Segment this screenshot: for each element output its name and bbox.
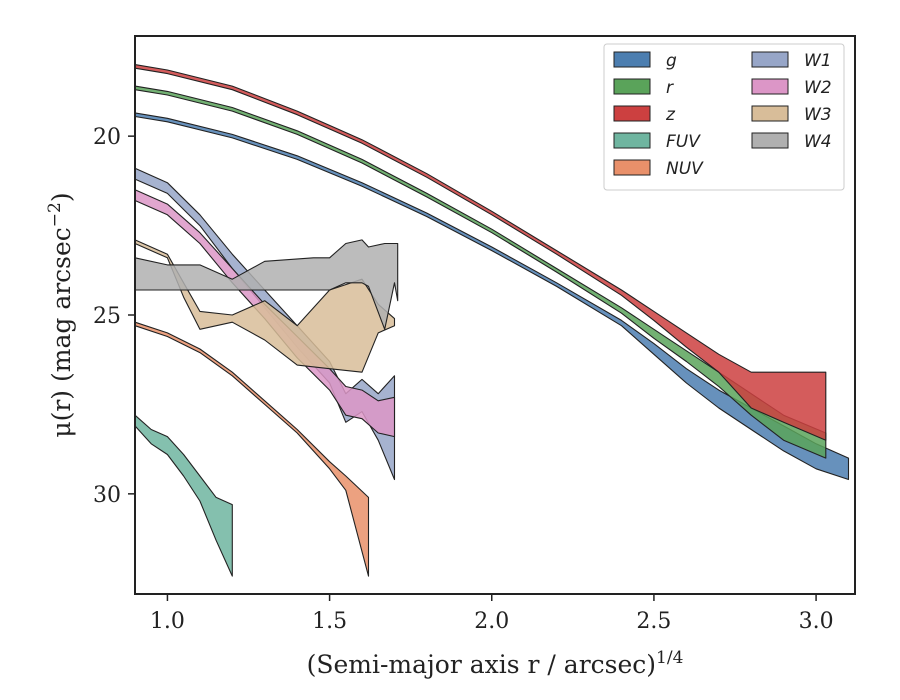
series-band-fuv <box>134 414 233 577</box>
legend-label-nuv: NUV <box>666 159 704 179</box>
series-band-nuv <box>134 321 370 577</box>
series-band-w3 <box>134 239 396 373</box>
x-tick-label: 1.5 <box>312 609 347 634</box>
legend-swatch-g <box>613 51 651 68</box>
x-tick-label: 2.0 <box>474 609 509 634</box>
y-tick-label: 25 <box>93 304 121 329</box>
y-tick-label: 30 <box>93 483 121 508</box>
series-band-w4 <box>134 239 399 330</box>
legend: grz FUV NUV W1 W2 W3 W4 <box>603 43 845 191</box>
legend-swatch-w2 <box>751 78 789 95</box>
y-tick-label: 20 <box>93 125 121 150</box>
legend-swatch-r <box>613 78 651 95</box>
x-tick-label: 2.5 <box>636 609 671 634</box>
legend-swatch-w1 <box>751 51 789 68</box>
x-tick-label: 3.0 <box>799 609 834 634</box>
legend-label-fuv: FUV <box>666 132 701 152</box>
legend-swatch-w4 <box>751 132 789 149</box>
x-tick-label: 1.0 <box>150 609 185 634</box>
ticks-layer: 1.0 1.5 2.0 2.5 3.0 20 25 30 <box>93 125 834 634</box>
legend-label-w1: W1 <box>804 51 832 71</box>
y-axis-label: μ(r) (mag arcsec−2) <box>45 192 76 437</box>
series-band-z <box>134 64 827 441</box>
x-axis-label: (Semi-major axis r / arcsec)1/4 <box>307 648 684 679</box>
legend-swatch-nuv <box>613 159 651 176</box>
legend-label-r: r <box>666 78 674 98</box>
legend-label-w2: W2 <box>804 78 832 98</box>
legend-swatch-fuv <box>613 132 651 149</box>
series-layer <box>134 64 850 577</box>
legend-label-z: z <box>665 105 676 125</box>
legend-swatch-z <box>613 105 651 122</box>
legend-label-w3: W3 <box>804 105 832 125</box>
legend-swatch-w3 <box>751 105 789 122</box>
legend-label-g: g <box>666 51 677 71</box>
legend-label-w4: W4 <box>804 132 832 152</box>
series-band-g <box>134 112 850 481</box>
